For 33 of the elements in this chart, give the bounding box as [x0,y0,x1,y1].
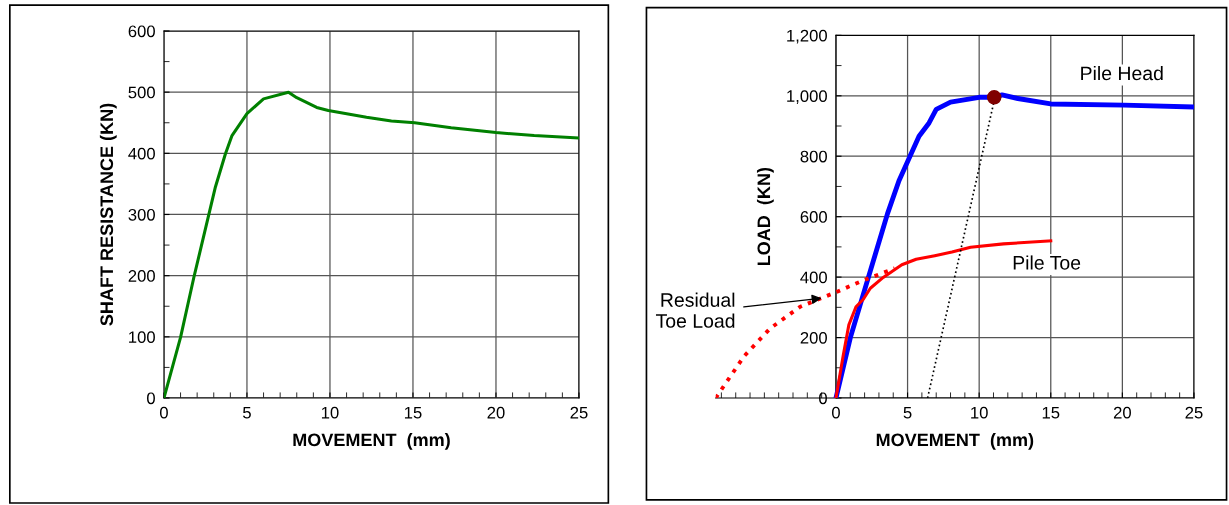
y-axis-title: LOAD (KN) [756,167,774,266]
y-tick-label: 0 [147,392,155,405]
y-tick-label: 400 [128,147,155,160]
y-tick-label: 600 [800,211,827,223]
x-tick-label: 25 [1185,406,1203,419]
x-tick-label: 15 [404,406,422,419]
y-tick-label: 1,200 [787,29,827,44]
series-label: Pile Head [1081,65,1163,81]
series-label: Pile Toe [1013,255,1081,270]
x-axis-title: MOVEMENT (mm) [876,432,1034,450]
y-tick-label: 200 [800,331,827,344]
y-tick-label: 300 [128,208,155,221]
y-tick-label: 100 [129,331,155,344]
y-tick-label: 0 [819,392,827,405]
x-tick-label: 10 [971,406,988,419]
x-tick-label: 15 [1042,406,1060,419]
x-axis-title: MOVEMENT (mm) [293,432,450,450]
x-tick-label: 20 [1113,406,1131,419]
x-tick-label: 10 [321,406,339,419]
y-tick-label: 400 [800,271,827,284]
x-tick-label: 5 [903,406,912,419]
y-tick-label: 200 [128,270,155,282]
x-tick-label: 20 [487,406,505,419]
x-tick-label: 0 [831,406,840,419]
series-label: Residual Toe Load [655,292,735,328]
x-tick-label: 5 [242,406,251,419]
y-axis-title: SHAFT RESISTANCE (KN) [99,103,117,326]
y-tick-label: 800 [800,150,827,163]
x-tick-label: 0 [159,406,168,419]
y-tick-label: 600 [128,25,155,38]
y-tick-label: 500 [128,86,155,99]
y-tick-label: 1,000 [787,90,827,104]
x-tick-label: 25 [570,406,588,419]
